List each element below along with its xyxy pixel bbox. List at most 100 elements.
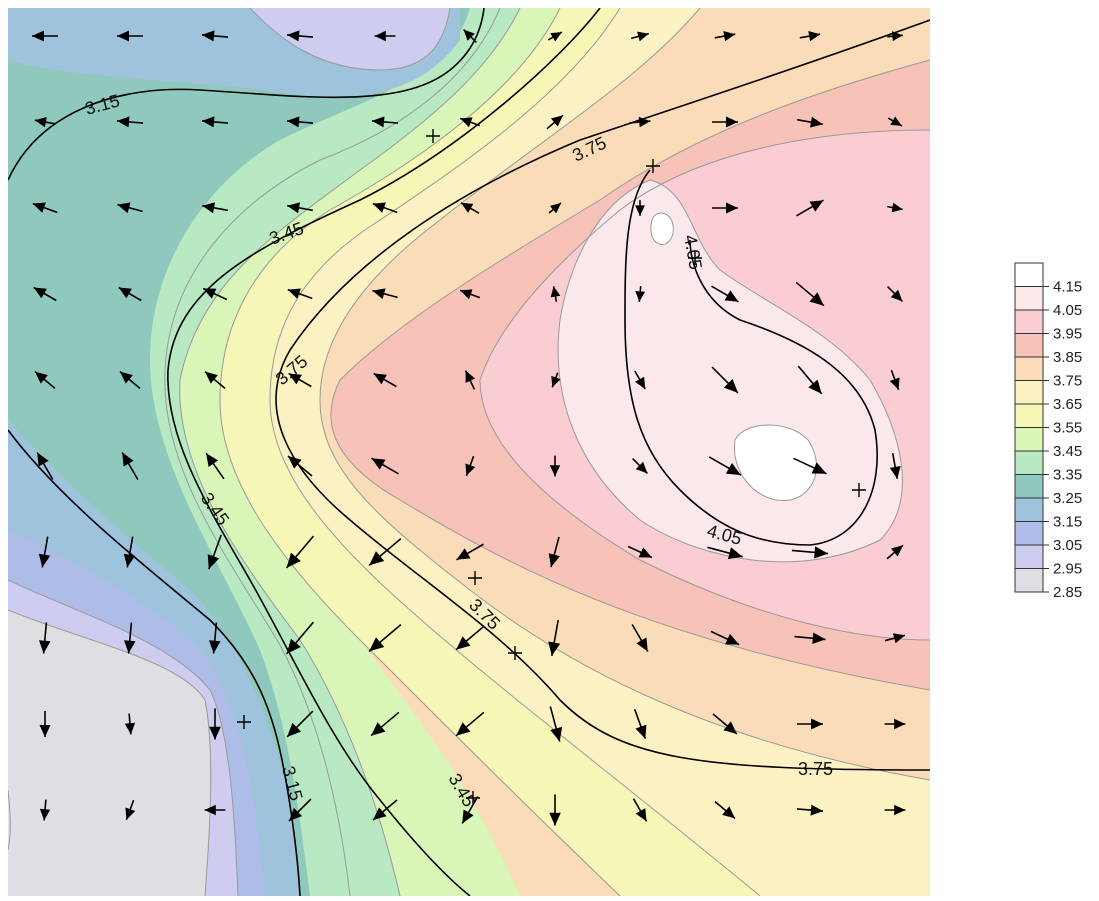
minor-contour-4 bbox=[164, 8, 501, 896]
vector-arrowhead bbox=[371, 722, 386, 736]
vector-arrowhead bbox=[204, 804, 216, 816]
vector-arrowhead bbox=[118, 287, 132, 299]
vector-arrowhead bbox=[39, 725, 51, 737]
vector-arrowhead bbox=[635, 724, 647, 739]
vector-arrowhead bbox=[892, 633, 905, 644]
vector-arrowhead bbox=[551, 115, 563, 127]
vector-arrowhead bbox=[287, 722, 302, 737]
vector-arrowhead bbox=[124, 640, 136, 654]
vector-arrowhead bbox=[202, 202, 215, 214]
vector-arrowhead bbox=[548, 641, 561, 656]
band-white-core bbox=[734, 425, 817, 501]
vector-arrowhead bbox=[638, 547, 652, 558]
vector-arrows bbox=[32, 29, 906, 826]
vector-arrowhead bbox=[372, 288, 386, 300]
vector-arrowhead bbox=[637, 31, 649, 42]
vector-arrowhead bbox=[550, 286, 561, 298]
vector-arrowhead bbox=[38, 553, 51, 568]
minor-contour-6 bbox=[330, 59, 930, 691]
vector-arrowhead bbox=[891, 545, 903, 557]
vector-arrowhead bbox=[123, 553, 136, 568]
plus-marker bbox=[426, 129, 440, 143]
vector-arrowhead bbox=[372, 202, 386, 213]
legend-label: 3.45 bbox=[1053, 443, 1082, 460]
vector-arrowhead bbox=[814, 546, 829, 559]
legend-label: 3.05 bbox=[1053, 537, 1082, 554]
vector-arrowhead bbox=[635, 376, 646, 389]
legend-label: 3.85 bbox=[1053, 349, 1082, 366]
plus-marker bbox=[508, 646, 522, 660]
vector-arrowhead bbox=[892, 31, 903, 42]
vector-arrowhead bbox=[206, 453, 219, 467]
vector-arrowhead bbox=[39, 640, 51, 654]
legend-label: 4.15 bbox=[1053, 279, 1082, 296]
legend-swatch bbox=[1014, 403, 1044, 428]
vector-arrowhead bbox=[120, 371, 133, 384]
vector-arrowhead bbox=[373, 807, 387, 820]
major-contour-315-bottom bbox=[8, 429, 301, 896]
legend-label: 3.35 bbox=[1053, 467, 1082, 484]
vector-arrowhead bbox=[465, 370, 476, 383]
vector-arrowhead bbox=[286, 638, 301, 654]
vector-arrowhead bbox=[117, 30, 129, 42]
minor-contour-7 bbox=[557, 179, 903, 563]
vector-arrowhead bbox=[205, 371, 218, 384]
vector-arrowhead bbox=[117, 116, 130, 128]
major-contour-405 bbox=[624, 169, 878, 546]
vector-arrowhead bbox=[203, 288, 217, 299]
vector-arrowhead bbox=[460, 117, 473, 128]
minor-contour-13 bbox=[319, 8, 930, 781]
vector-arrowhead bbox=[727, 547, 743, 560]
vector-arrowhead bbox=[726, 116, 738, 128]
vector-arrowhead bbox=[287, 288, 301, 299]
vector-arrowhead bbox=[550, 32, 562, 42]
vector-arrowhead bbox=[202, 116, 215, 128]
vector-arrowhead bbox=[371, 458, 386, 470]
minor-contour-12 bbox=[249, 8, 451, 71]
vector-arrowhead bbox=[374, 30, 386, 42]
vector-arrowhead bbox=[287, 30, 300, 42]
vector-arrowhead bbox=[723, 31, 736, 42]
vector-arrowhead bbox=[549, 203, 561, 214]
vector-arrowhead bbox=[550, 726, 563, 742]
plus-marker bbox=[468, 571, 482, 585]
band-left-gray bbox=[8, 610, 211, 896]
vector-arrowhead bbox=[372, 116, 385, 128]
vector-arrowhead bbox=[289, 807, 303, 821]
minor-contour-3 bbox=[179, 8, 521, 896]
vector-arrowhead bbox=[117, 202, 131, 214]
vector-arrowhead bbox=[456, 636, 471, 650]
vector-arrowhead bbox=[811, 462, 827, 474]
vector-arrowhead bbox=[638, 116, 651, 128]
vector-arrowhead bbox=[810, 804, 823, 816]
vector-arrowhead bbox=[810, 116, 823, 128]
vector-arrowhead bbox=[889, 377, 900, 390]
legend-label: 3.15 bbox=[1053, 514, 1082, 531]
vector-arrowhead bbox=[369, 551, 385, 566]
vector-arrowhead bbox=[286, 552, 301, 568]
minor-contour-10 bbox=[8, 609, 212, 896]
minor-contour-5 bbox=[479, 129, 930, 641]
legend-swatch bbox=[1014, 450, 1044, 475]
vector-arrowhead bbox=[33, 287, 47, 299]
vector-arrowhead bbox=[635, 291, 646, 302]
vector-arrowhead bbox=[456, 722, 471, 736]
vector-arrowhead bbox=[894, 804, 906, 816]
vector-arrowhead bbox=[288, 373, 302, 385]
legend-swatch bbox=[1014, 262, 1044, 287]
vector-arrowhead bbox=[463, 29, 475, 41]
legend-swatch bbox=[1014, 544, 1044, 569]
vector-arrowhead bbox=[124, 722, 136, 735]
vector-arrowhead bbox=[32, 202, 46, 213]
vector-arrowhead bbox=[125, 807, 136, 820]
major-contour-375-mid bbox=[275, 19, 930, 771]
vector-arrowhead bbox=[209, 640, 221, 654]
vector-arrowhead bbox=[635, 808, 647, 822]
legend-swatch bbox=[1014, 497, 1044, 522]
legend-swatch bbox=[1014, 356, 1044, 381]
vector-arrowhead bbox=[635, 461, 648, 474]
vector-arrowhead bbox=[808, 379, 822, 394]
vector-arrowhead bbox=[461, 202, 474, 213]
vector-arrowhead bbox=[812, 632, 826, 644]
